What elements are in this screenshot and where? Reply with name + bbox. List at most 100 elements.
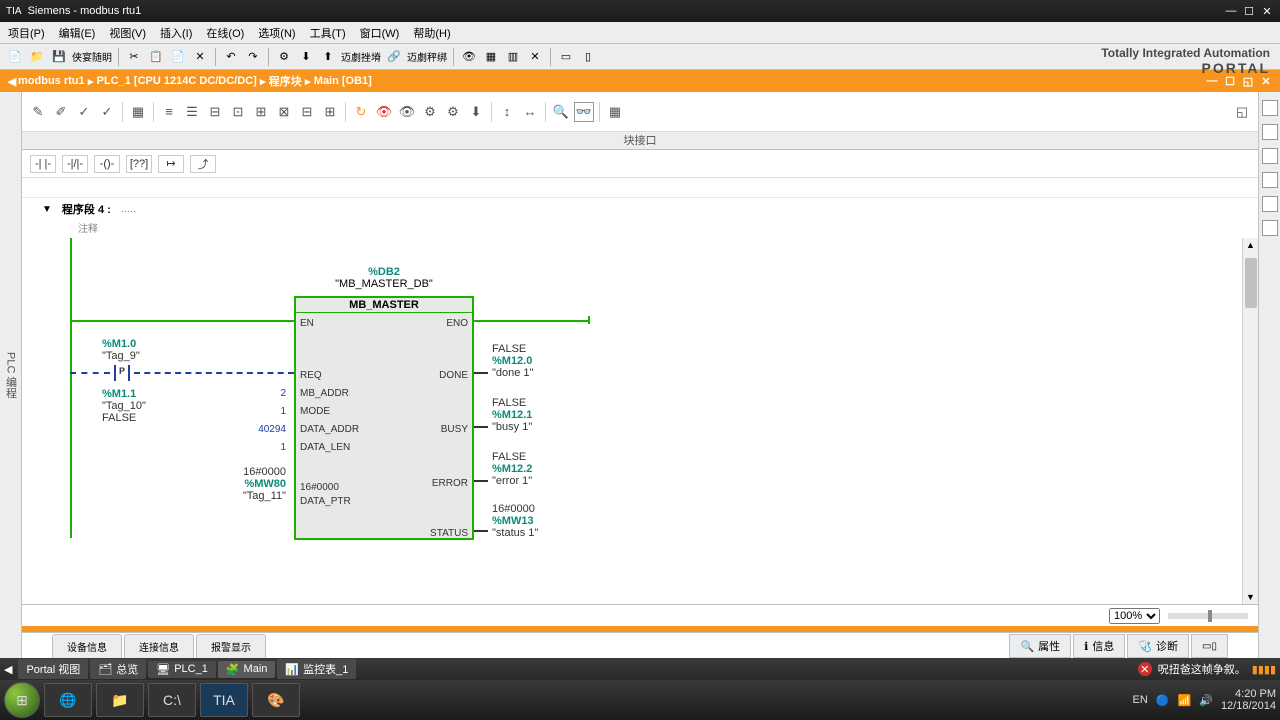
refresh-icon[interactable]: ↻ — [351, 102, 371, 122]
tool-icon[interactable]: ▦ — [482, 48, 500, 66]
tool-btn[interactable]: ▦ — [605, 102, 625, 122]
tab-connection-info[interactable]: 连接信息 — [124, 634, 194, 658]
block-icon[interactable]: ▦ — [128, 102, 148, 122]
monitor-off-icon[interactable]: 👁 — [397, 102, 417, 122]
menu-help[interactable]: 帮助(H) — [413, 25, 450, 41]
edit-icon[interactable]: ✎ — [28, 102, 48, 122]
menu-tools[interactable]: 工具(T) — [310, 25, 346, 41]
zoom-select[interactable]: 100% — [1109, 608, 1160, 624]
input-mode[interactable]: 1 — [242, 406, 286, 417]
paste-icon[interactable]: 📄 — [169, 48, 187, 66]
contact-no-symbol[interactable]: -| |- — [30, 155, 56, 173]
breadcrumb-item[interactable]: Main [OB1] — [314, 75, 372, 87]
palette-button[interactable] — [1262, 100, 1278, 116]
network-icon-3[interactable]: ⊠ — [274, 102, 294, 122]
tool-btn[interactable]: ⚙ — [443, 102, 463, 122]
tray-flag-icon[interactable]: 🔵 — [1156, 694, 1170, 707]
toolbar-text-1[interactable]: 侠宴随眀 — [72, 49, 112, 64]
output-tag-status[interactable]: 16#0000 %MW13 "status 1" — [492, 503, 538, 539]
check-icon-2[interactable]: ✓ — [97, 102, 117, 122]
menu-edit[interactable]: 编辑(E) — [59, 25, 96, 41]
pane-layout-button[interactable]: ▭▯ — [1191, 634, 1228, 658]
toolbar-text-2[interactable]: 迈劇挫塉 — [341, 49, 381, 64]
list-icon-2[interactable]: ☰ — [182, 102, 202, 122]
close-button[interactable]: ✕ — [1260, 4, 1274, 18]
input-data-addr[interactable]: 40294 — [222, 424, 286, 435]
tray-volume-icon[interactable]: 🔊 — [1199, 694, 1213, 707]
maximize-pane-button[interactable]: ☐ — [1222, 74, 1238, 88]
go-online-icon[interactable]: 🔗 — [385, 48, 403, 66]
tool-btn[interactable]: ⬇ — [466, 102, 486, 122]
contact-p[interactable]: P — [110, 365, 134, 381]
list-icon[interactable]: ≡ — [159, 102, 179, 122]
tab-watch-table[interactable]: 📊 监控表_1 — [277, 659, 356, 679]
menu-options[interactable]: 选项(N) — [258, 25, 295, 41]
upload-icon[interactable]: ⬆ — [319, 48, 337, 66]
taskbar-explorer-icon[interactable]: 📁 — [96, 683, 144, 717]
input-tag-10[interactable]: %M1.1 "Tag_10" FALSE — [102, 388, 146, 424]
scrollbar-thumb[interactable] — [1245, 258, 1257, 308]
input-data-len[interactable]: 1 — [242, 442, 286, 453]
save-icon[interactable]: 💾 — [50, 48, 68, 66]
tray-network-icon[interactable]: 📶 — [1178, 694, 1192, 707]
output-tag-error[interactable]: FALSE %M12.2 "error 1" — [492, 451, 532, 487]
menu-project[interactable]: 项目(P) — [8, 25, 45, 41]
restore-pane-button[interactable]: ◱ — [1240, 74, 1256, 88]
collapse-triangle-icon[interactable]: ▼ — [42, 204, 52, 215]
layout-icon-2[interactable]: ▯ — [579, 48, 597, 66]
tab-device-info[interactable]: 设备信息 — [52, 634, 122, 658]
palette-button[interactable] — [1262, 124, 1278, 140]
toolbar-text-3[interactable]: 迈劇秤绑 — [407, 49, 447, 64]
copy-icon[interactable]: 📋 — [147, 48, 165, 66]
chevron-left-icon[interactable]: ◀ — [4, 663, 12, 676]
menu-insert[interactable]: 插入(I) — [160, 25, 192, 41]
taskbar-ie-icon[interactable]: 🌐 — [44, 683, 92, 717]
tray-lang[interactable]: EN — [1133, 694, 1148, 706]
menu-window[interactable]: 窗口(W) — [360, 25, 400, 41]
compile-icon[interactable]: ⚙ — [275, 48, 293, 66]
glasses-icon[interactable]: 👓 — [574, 102, 594, 122]
maximize-button[interactable]: ☐ — [1242, 4, 1256, 18]
close-tool-icon[interactable]: ✕ — [526, 48, 544, 66]
function-block[interactable]: MB_MASTER EN REQ MB_ADDR MODE DATA_ADDR … — [294, 296, 474, 540]
zoom-slider[interactable] — [1168, 613, 1248, 619]
expand-editor-icon[interactable]: ◱ — [1232, 102, 1252, 122]
menu-view[interactable]: 视图(V) — [109, 25, 146, 41]
contact-nc-symbol[interactable]: -|/|- — [62, 155, 88, 173]
taskbar-cmd-icon[interactable]: C:\ — [148, 683, 196, 717]
input-mb-addr[interactable]: 2 — [242, 388, 286, 399]
tab-main[interactable]: 🧩 Main — [218, 661, 276, 678]
tab-plc[interactable]: 🖥 PLC_1 — [148, 661, 216, 678]
download-icon[interactable]: ⬇ — [297, 48, 315, 66]
ruler-icon[interactable]: ↕ — [497, 102, 517, 122]
branch-close-symbol[interactable]: ⤴ — [190, 155, 216, 173]
expand-icon[interactable]: ⊞ — [320, 102, 340, 122]
new-icon[interactable]: 📄 — [6, 48, 24, 66]
ruler-icon-2[interactable]: ↔ — [520, 102, 540, 122]
portal-view-button[interactable]: Portal 视图 — [18, 659, 88, 679]
taskbar-tia-icon[interactable]: TIA — [200, 683, 248, 717]
vertical-scrollbar[interactable]: ▲ ▼ — [1242, 238, 1258, 604]
undo-icon[interactable]: ↶ — [222, 48, 240, 66]
tab-properties[interactable]: 🔍属性 — [1009, 634, 1071, 658]
tab-alarm-display[interactable]: 报警显示 — [196, 634, 266, 658]
branch-symbol[interactable]: ↦ — [158, 155, 184, 173]
layout-icon[interactable]: ▭ — [557, 48, 575, 66]
breadcrumb-item[interactable]: PLC_1 [CPU 1214C DC/DC/DC] — [97, 75, 257, 87]
palette-button[interactable] — [1262, 148, 1278, 164]
search-icon[interactable]: 🔍 — [551, 102, 571, 122]
breadcrumb-item[interactable]: 程序块 — [269, 73, 302, 89]
list-icon-3[interactable]: ⊟ — [205, 102, 225, 122]
menu-online[interactable]: 在线(O) — [206, 25, 244, 41]
palette-button[interactable] — [1262, 172, 1278, 188]
input-tag-req[interactable]: %M1.0 "Tag_9" — [102, 338, 140, 362]
start-button[interactable]: ⊞ — [4, 682, 40, 718]
delete-icon[interactable]: ✕ — [191, 48, 209, 66]
collapse-icon[interactable]: ⊟ — [297, 102, 317, 122]
network-icon-2[interactable]: ⊞ — [251, 102, 271, 122]
ladder-canvas[interactable]: %DB2 "MB_MASTER_DB" MB_MASTER EN REQ MB_… — [22, 238, 1258, 604]
coil-symbol[interactable]: -()- — [94, 155, 120, 173]
left-rail[interactable]: PLC 编程 — [0, 92, 22, 658]
tray-clock[interactable]: 4:20 PM 12/18/2014 — [1221, 688, 1276, 712]
taskbar-paint-icon[interactable]: 🎨 — [252, 683, 300, 717]
